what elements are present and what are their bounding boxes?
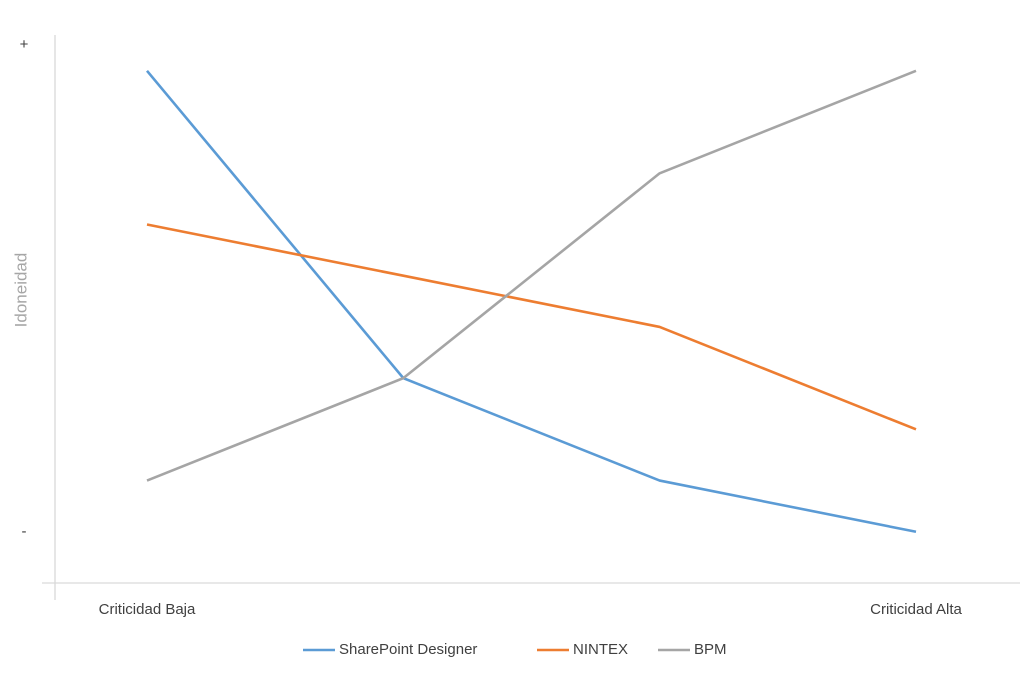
legend-label: BPM <box>694 641 727 658</box>
y-tick-label: - <box>22 523 27 540</box>
series-line <box>146 69 917 482</box>
y-axis-title: Idoneidad <box>11 253 30 328</box>
legend-label: NINTEX <box>573 641 628 658</box>
legend-label: SharePoint Designer <box>339 641 477 658</box>
series-line <box>146 70 917 534</box>
x-tick-label: Criticidad Alta <box>870 601 962 618</box>
x-tick-label: Criticidad Baja <box>99 601 196 618</box>
y-tick-label: + <box>20 36 29 53</box>
series-line <box>146 223 917 431</box>
